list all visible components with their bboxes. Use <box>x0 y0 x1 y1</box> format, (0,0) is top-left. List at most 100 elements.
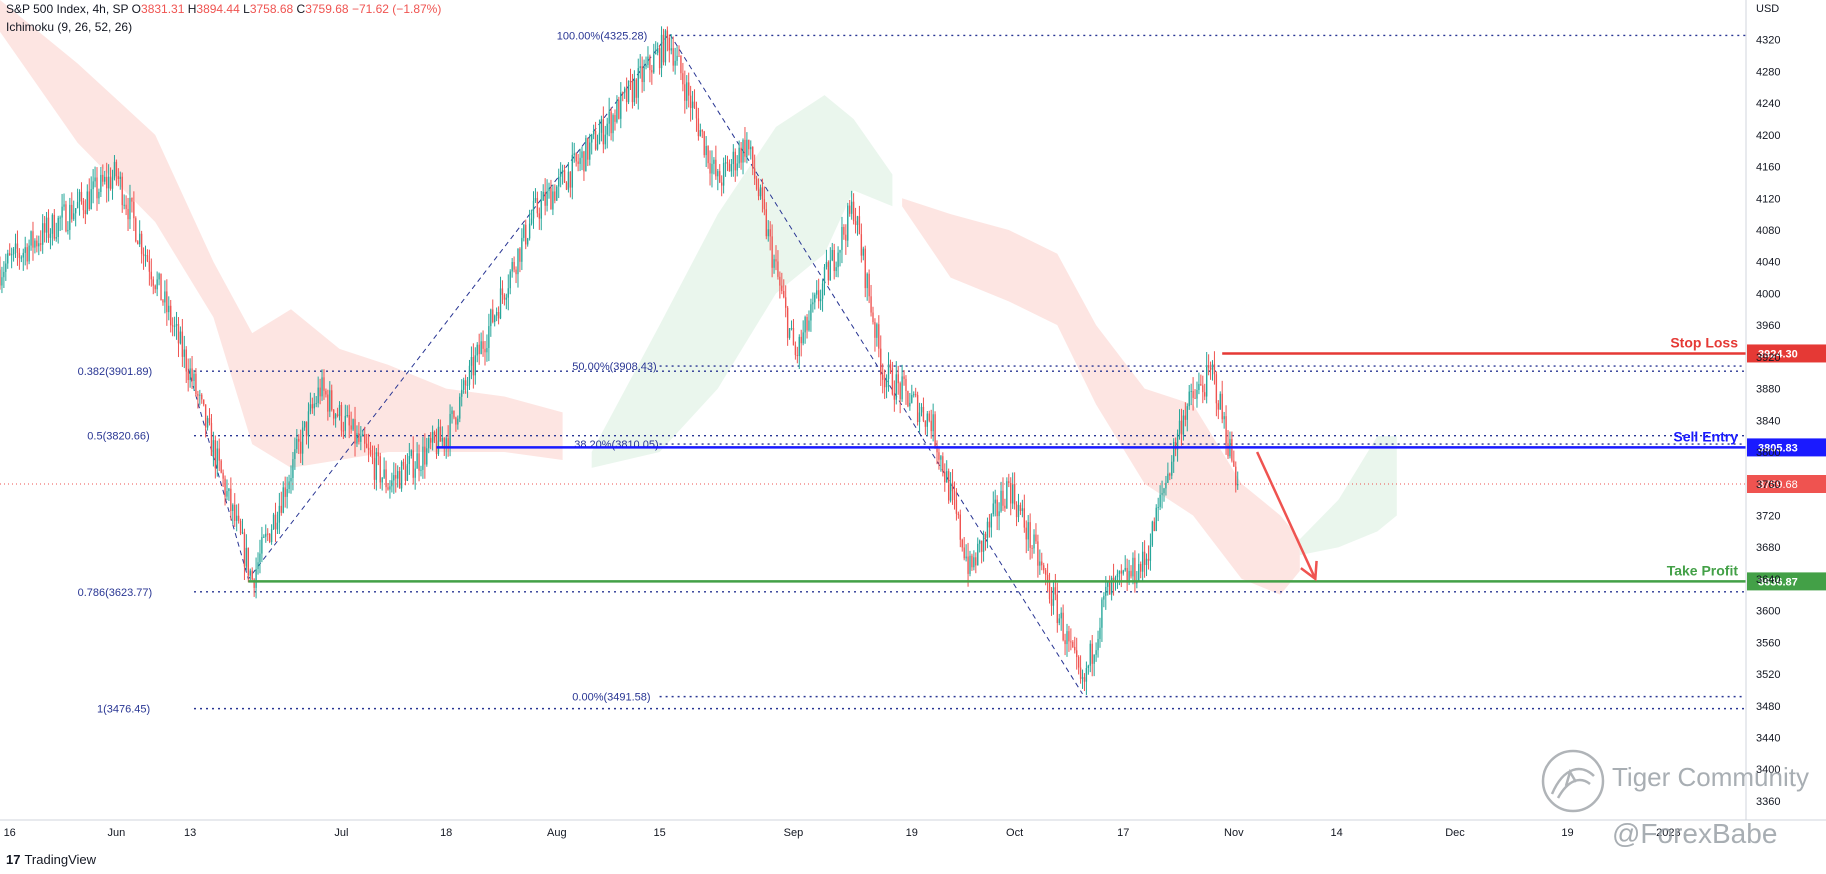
time-axis[interactable]: 16 Jun 13 Jul 18 Aug 15 Sep 19 Oct 17 Nov 14 Dec 19 202… <box>0 819 1826 839</box>
candle-body <box>158 273 160 280</box>
candle-body <box>117 176 120 179</box>
candle-body <box>129 197 131 220</box>
price-tick-label: 3600 <box>1756 606 1780 618</box>
candle-body <box>490 309 492 327</box>
candle-body <box>16 243 19 253</box>
candle-body <box>664 30 667 63</box>
candle-body <box>682 73 684 85</box>
candle-body <box>164 291 166 303</box>
candle-body <box>773 259 775 268</box>
candle-body <box>627 80 630 103</box>
candle-body <box>1062 612 1064 641</box>
candle-body <box>204 404 207 428</box>
candle-body <box>1015 504 1018 518</box>
price-tick-label: 3440 <box>1756 733 1780 745</box>
candle-body <box>340 404 343 431</box>
candle-body <box>381 477 383 483</box>
time-tick-label: 17 <box>1117 827 1129 839</box>
candle-body <box>592 130 595 135</box>
candle-body <box>616 100 618 122</box>
candle-body <box>1046 574 1049 581</box>
candle-body <box>548 187 550 192</box>
candle-body <box>168 305 170 313</box>
candle-body <box>827 262 830 281</box>
candle-body <box>309 404 312 412</box>
candle-body <box>604 134 606 145</box>
candle-body <box>1132 557 1134 577</box>
candle-body <box>1145 558 1148 565</box>
time-tick-label: 19 <box>906 827 918 839</box>
candle-body <box>74 208 77 214</box>
candle-body <box>775 259 777 262</box>
candle-body <box>416 453 418 469</box>
projection-arrow-shaft <box>1255 451 1317 580</box>
candle-body <box>521 237 523 262</box>
candle-body <box>445 438 447 447</box>
candle-body <box>441 438 443 442</box>
candle-body <box>109 176 112 189</box>
price-tick-label: 4120 <box>1756 193 1780 205</box>
indicator-name[interactable]: Ichimoku (9, 26, 52, 26) <box>6 20 133 34</box>
candle-body <box>536 197 539 214</box>
candle-body <box>984 533 987 538</box>
candle-body <box>36 240 38 247</box>
price-tick-label: 3520 <box>1756 669 1780 681</box>
price-axis[interactable]: USD 3360 3400 3440 3480 3520 3560 3600 3640 3680 3… <box>1745 0 1780 820</box>
candle-body <box>494 315 496 323</box>
candle-body <box>567 171 570 190</box>
candle-body <box>1000 490 1002 512</box>
candle-body <box>1103 595 1105 600</box>
candle-body <box>32 231 34 248</box>
candle-body <box>1097 638 1099 651</box>
candle-body <box>841 226 843 250</box>
candle-body <box>916 395 919 422</box>
candle-body <box>14 243 17 249</box>
price-tick-label: 3880 <box>1756 384 1780 396</box>
candle-body <box>959 514 961 540</box>
candle-body <box>957 513 960 515</box>
candle-body <box>882 374 884 380</box>
candle-body <box>666 30 669 38</box>
fib-label: 0.382(3901.89) <box>78 366 153 378</box>
candle-body <box>781 285 783 292</box>
cloud-red-2 <box>902 198 1300 595</box>
candle-body <box>852 201 855 222</box>
candle-body <box>515 269 517 275</box>
candle-body <box>447 438 449 447</box>
candle-body <box>525 224 527 245</box>
candle-body <box>59 217 61 219</box>
candle-body <box>1141 551 1144 572</box>
tradingview-brand[interactable]: 17 TradingView <box>6 852 96 867</box>
candle-body <box>783 291 785 298</box>
candle-body <box>1099 627 1101 639</box>
candle-body <box>839 249 841 253</box>
candle-body <box>1079 667 1082 679</box>
candle-body <box>121 176 123 206</box>
candle-body <box>955 499 958 514</box>
candle-body <box>868 273 870 297</box>
candle-body <box>22 252 24 258</box>
candle-body <box>924 420 927 427</box>
candle-body <box>195 373 197 395</box>
candle-body <box>1058 618 1060 624</box>
candle-body <box>874 322 876 338</box>
time-tick-label: Sep <box>784 827 804 839</box>
indicator-legend[interactable]: Ichimoku (9, 26, 52, 26) <box>6 20 132 34</box>
candle-body <box>620 92 622 119</box>
candle-body <box>583 151 585 172</box>
candle-body <box>979 540 981 544</box>
candle-body <box>1155 507 1157 532</box>
candle-body <box>379 456 381 483</box>
price-tick-label: 4320 <box>1756 35 1780 47</box>
candle-body <box>210 422 213 456</box>
candle-body <box>274 514 277 530</box>
candle-body <box>1033 534 1035 549</box>
candle-body <box>579 157 581 164</box>
price-axis-unit: USD <box>1756 3 1779 15</box>
candle-body <box>133 201 135 219</box>
candle-body <box>152 279 154 286</box>
candle-body <box>992 503 994 515</box>
candle-body <box>610 111 612 134</box>
candle-body <box>600 119 603 133</box>
